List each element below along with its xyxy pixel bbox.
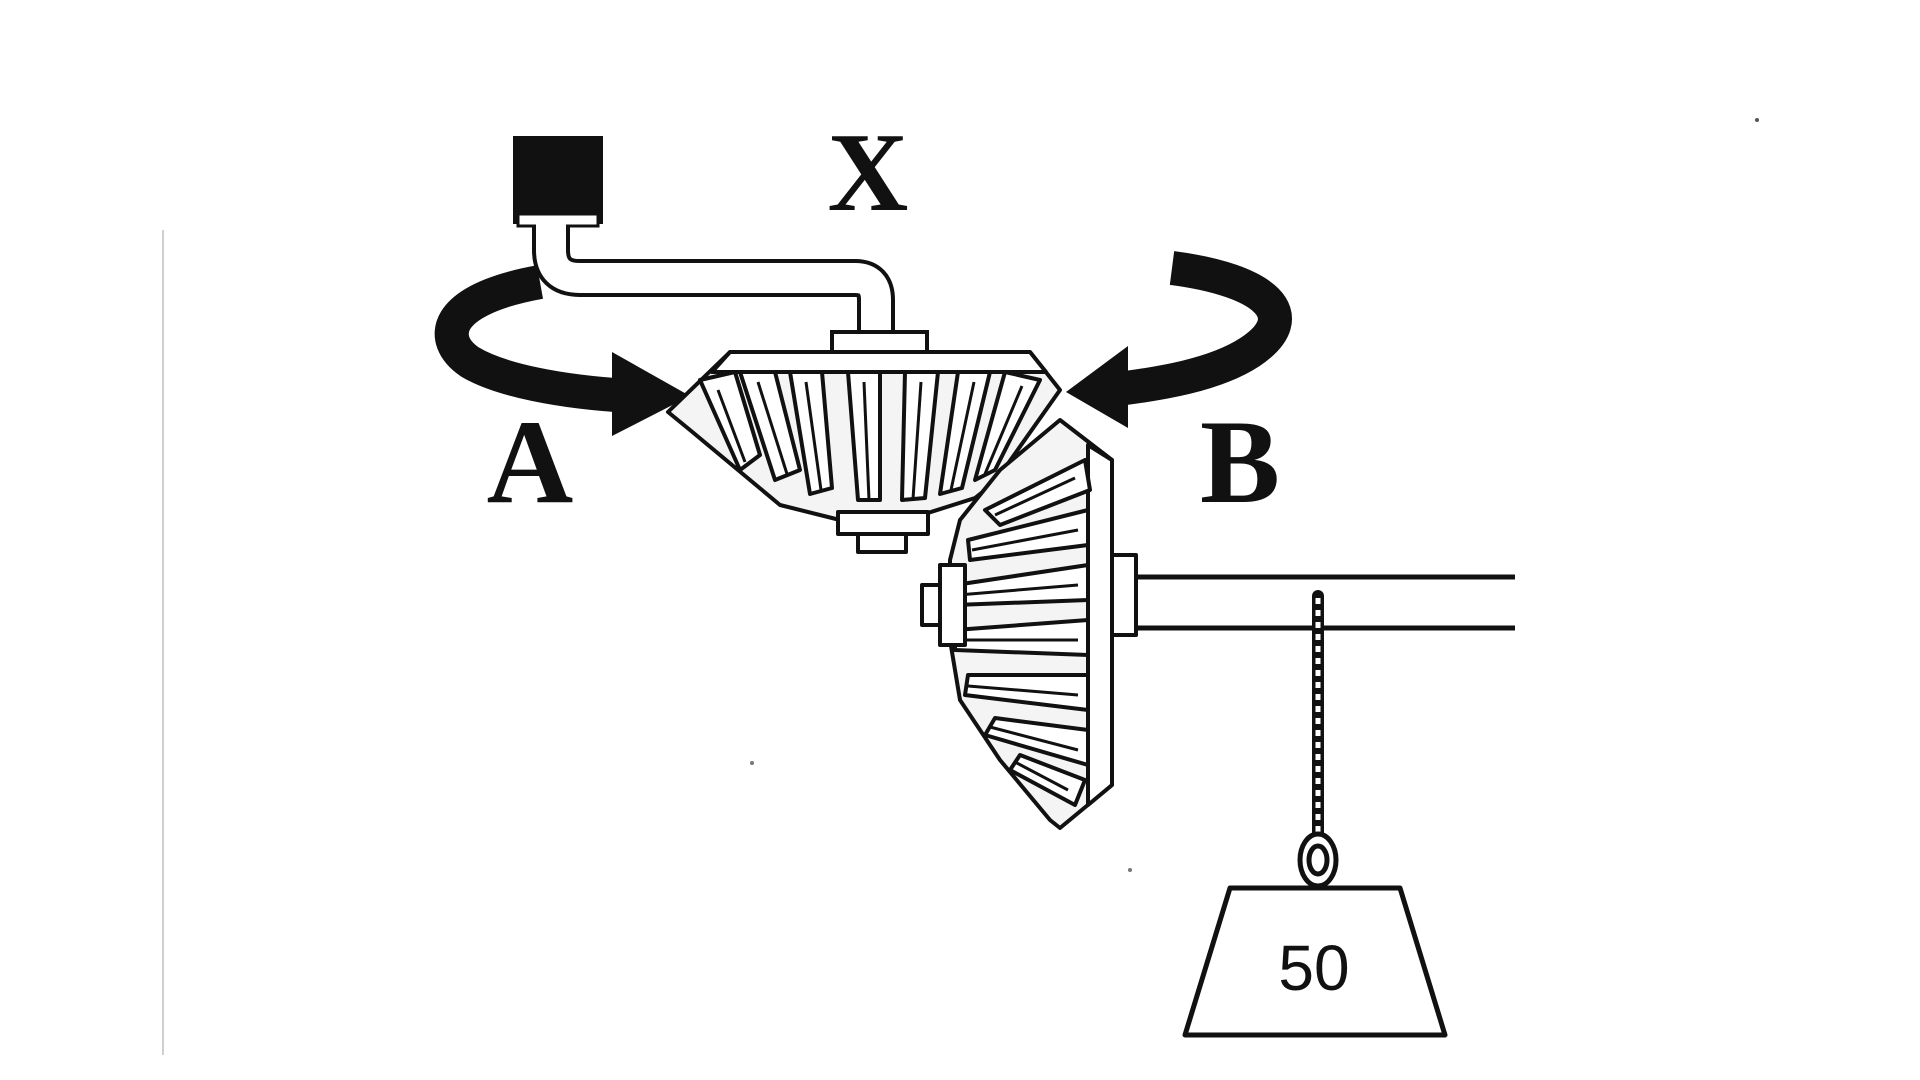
vertical-gear-teeth [953,458,1092,807]
scan-speck [1755,118,1759,122]
horizontal-gear-lower-hub [836,510,930,536]
vertical-gear-hub [938,563,967,647]
vertical-gear-shading [957,476,1079,792]
crank-handle [513,136,929,356]
label-b: B [1200,395,1280,528]
rotation-arrow-b [1066,251,1292,428]
vertical-bevel-gear [920,418,1138,830]
horizontal-gear-shading [716,381,1024,501]
weight-hook [1297,831,1339,889]
horizontal-gear-shaft-stub [856,532,908,554]
horizontal-gear-rim [710,350,1048,374]
scan-speck [1128,868,1132,872]
vertical-gear-collar [1110,553,1138,637]
horizontal-bevel-gear [666,350,1062,554]
axle-shaft [1136,574,1515,631]
crank-arm-inner [536,224,891,342]
rotation-arrow-a [434,265,690,436]
label-x: X [828,111,909,235]
weight-label: 50 [1278,932,1349,1004]
label-a: A [487,395,574,528]
vertical-gear-shaft-stub [920,583,942,627]
scan-speck [750,761,754,765]
arrow-b-head [1066,346,1128,428]
crank-knob [513,136,603,224]
vertical-gear-rim [1086,443,1114,807]
weight-block [1182,885,1448,1038]
arrow-a-head [612,352,690,436]
